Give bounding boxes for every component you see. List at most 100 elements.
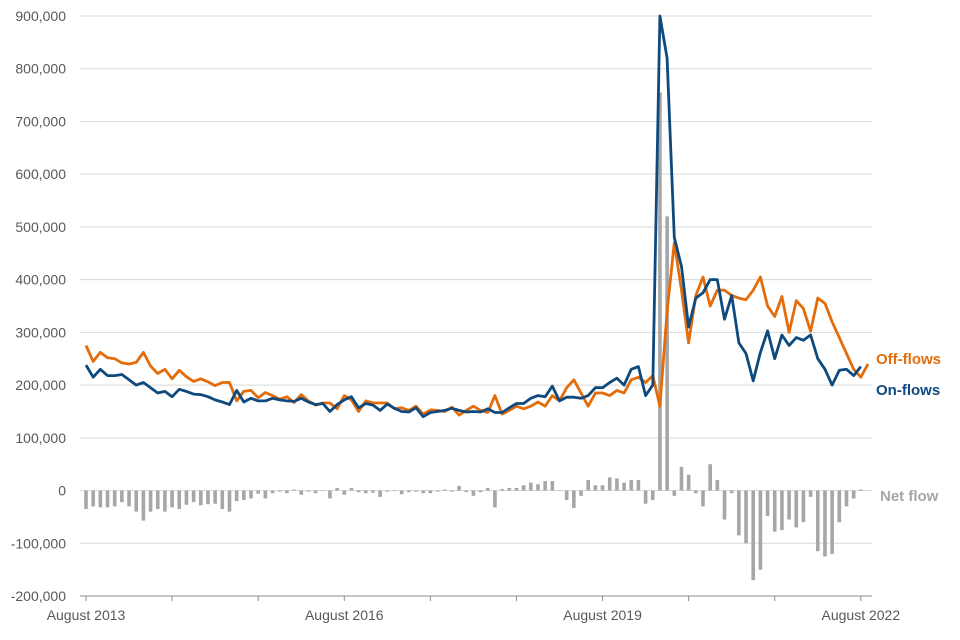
net-flow-bar [586, 480, 591, 491]
net-flow-bar [363, 490, 368, 494]
net-flow-bar [737, 490, 741, 536]
net-flow-bar [708, 464, 712, 491]
y-tick-label: 900,000 [15, 8, 66, 24]
label-off-flows: Off-flows [876, 351, 941, 368]
net-flow-bar [579, 490, 583, 496]
net-flow-bar [844, 490, 849, 507]
net-flow-bar [629, 480, 634, 491]
net-flow-bar [213, 490, 217, 504]
net-flow-bar [148, 490, 153, 512]
net-flow-bar [392, 490, 397, 492]
net-flow-bar [830, 490, 834, 554]
net-flow-bar [98, 490, 103, 508]
net-flow-bar [478, 490, 483, 493]
net-flow-bar [206, 490, 210, 505]
net-flow-bar [658, 92, 662, 491]
net-flow-bar [529, 482, 533, 491]
net-flow-bar [335, 487, 339, 491]
net-flow-bar [600, 485, 605, 491]
net-flow-bar [242, 490, 246, 501]
gridlines [80, 15, 872, 597]
net-flow-bar [378, 490, 382, 497]
label-on-flows: On-flows [876, 382, 940, 399]
label-net-flow: Net flow [880, 488, 939, 505]
y-tick-label: 700,000 [15, 113, 66, 129]
net-flow-bar [643, 490, 648, 504]
net-flow-bar [198, 490, 203, 506]
net-flow-bar [399, 490, 404, 495]
net-flow-bar [622, 482, 626, 491]
net-flow-bar [794, 490, 799, 528]
net-flow-bar [744, 490, 748, 544]
net-flow-bar [285, 490, 289, 494]
y-tick-label: -100,000 [11, 535, 66, 551]
net-flow-bar [851, 490, 856, 499]
net-flow-bar [450, 490, 454, 492]
net-flow-bar [729, 490, 734, 494]
net-flow-bar [485, 487, 490, 491]
y-tick-label: 200,000 [15, 377, 66, 393]
net-flow-bar [313, 490, 318, 494]
net-flow-bar [105, 490, 110, 508]
y-tick-label: 100,000 [15, 430, 66, 446]
net-flow-bar [500, 488, 504, 491]
net-flow-bar [277, 490, 282, 492]
net-flow-bar [442, 489, 447, 491]
net-flow-bar [184, 490, 189, 505]
net-flow-bar [91, 490, 95, 507]
net-flow-bar [141, 490, 146, 521]
net-flow-bar [177, 490, 182, 509]
net-flow-bar [385, 490, 390, 492]
net-flow-bar [349, 487, 354, 491]
net-flow-bar [163, 490, 167, 512]
y-tick-label: -200,000 [11, 588, 66, 604]
net-flow-bar [134, 490, 139, 512]
off-flows-line [84, 241, 870, 417]
y-tick-label: 500,000 [15, 219, 66, 235]
x-tick-label: August 2016 [305, 607, 384, 623]
on-flows-line [84, 14, 862, 419]
x-tick-label: August 2019 [563, 607, 642, 623]
net-flow-bar [514, 487, 519, 491]
net-flow-bar [299, 490, 304, 495]
net-flow-bar [787, 490, 791, 520]
y-tick-label: 800,000 [15, 61, 66, 77]
net-flow-bar [292, 489, 296, 491]
net-flow-bar [112, 490, 117, 507]
net-flow-bar [536, 484, 540, 491]
net-flow-bar [564, 490, 569, 501]
net-flow-bar [227, 490, 232, 512]
net-flow-bar [270, 490, 275, 494]
net-flow-bar [758, 490, 763, 570]
net-flow-bar [249, 490, 253, 499]
series-lines [84, 14, 870, 419]
net-flow-bar [84, 490, 88, 509]
net-flow-bar [457, 485, 461, 491]
net-flow-bar [407, 490, 411, 493]
net-flow-bar [722, 490, 727, 520]
net-flow-bar [701, 490, 705, 507]
net-flow-bar [665, 216, 669, 491]
net-flow-bar [328, 490, 332, 499]
net-flow-bar [371, 490, 375, 493]
net-flow-bar [191, 490, 196, 503]
net-flow-bar [557, 490, 562, 492]
net-flow-bar [464, 490, 469, 493]
net-flow-bar [550, 481, 555, 491]
y-tick-label: 400,000 [15, 272, 66, 288]
net-flow-bar [679, 466, 684, 491]
net-flow-bar [155, 490, 160, 509]
y-axis-ticks: -200,000 -100,000 0 100,000 200,000 300,000 40… [11, 8, 66, 604]
net-flow-bar [765, 490, 770, 516]
net-flow-bar [421, 490, 425, 494]
net-flow-bar [650, 490, 655, 501]
net-flow-bar [342, 490, 347, 495]
net-flow-bar [256, 490, 260, 494]
net-flow-bar [859, 489, 863, 491]
net-flow-bar [220, 490, 225, 509]
net-flow-bar [772, 490, 777, 532]
y-tick-label: 0 [58, 483, 66, 499]
x-axis: August 2013 August 2016 August 2019 August … [47, 595, 900, 623]
x-tick-label: August 2013 [47, 607, 126, 623]
